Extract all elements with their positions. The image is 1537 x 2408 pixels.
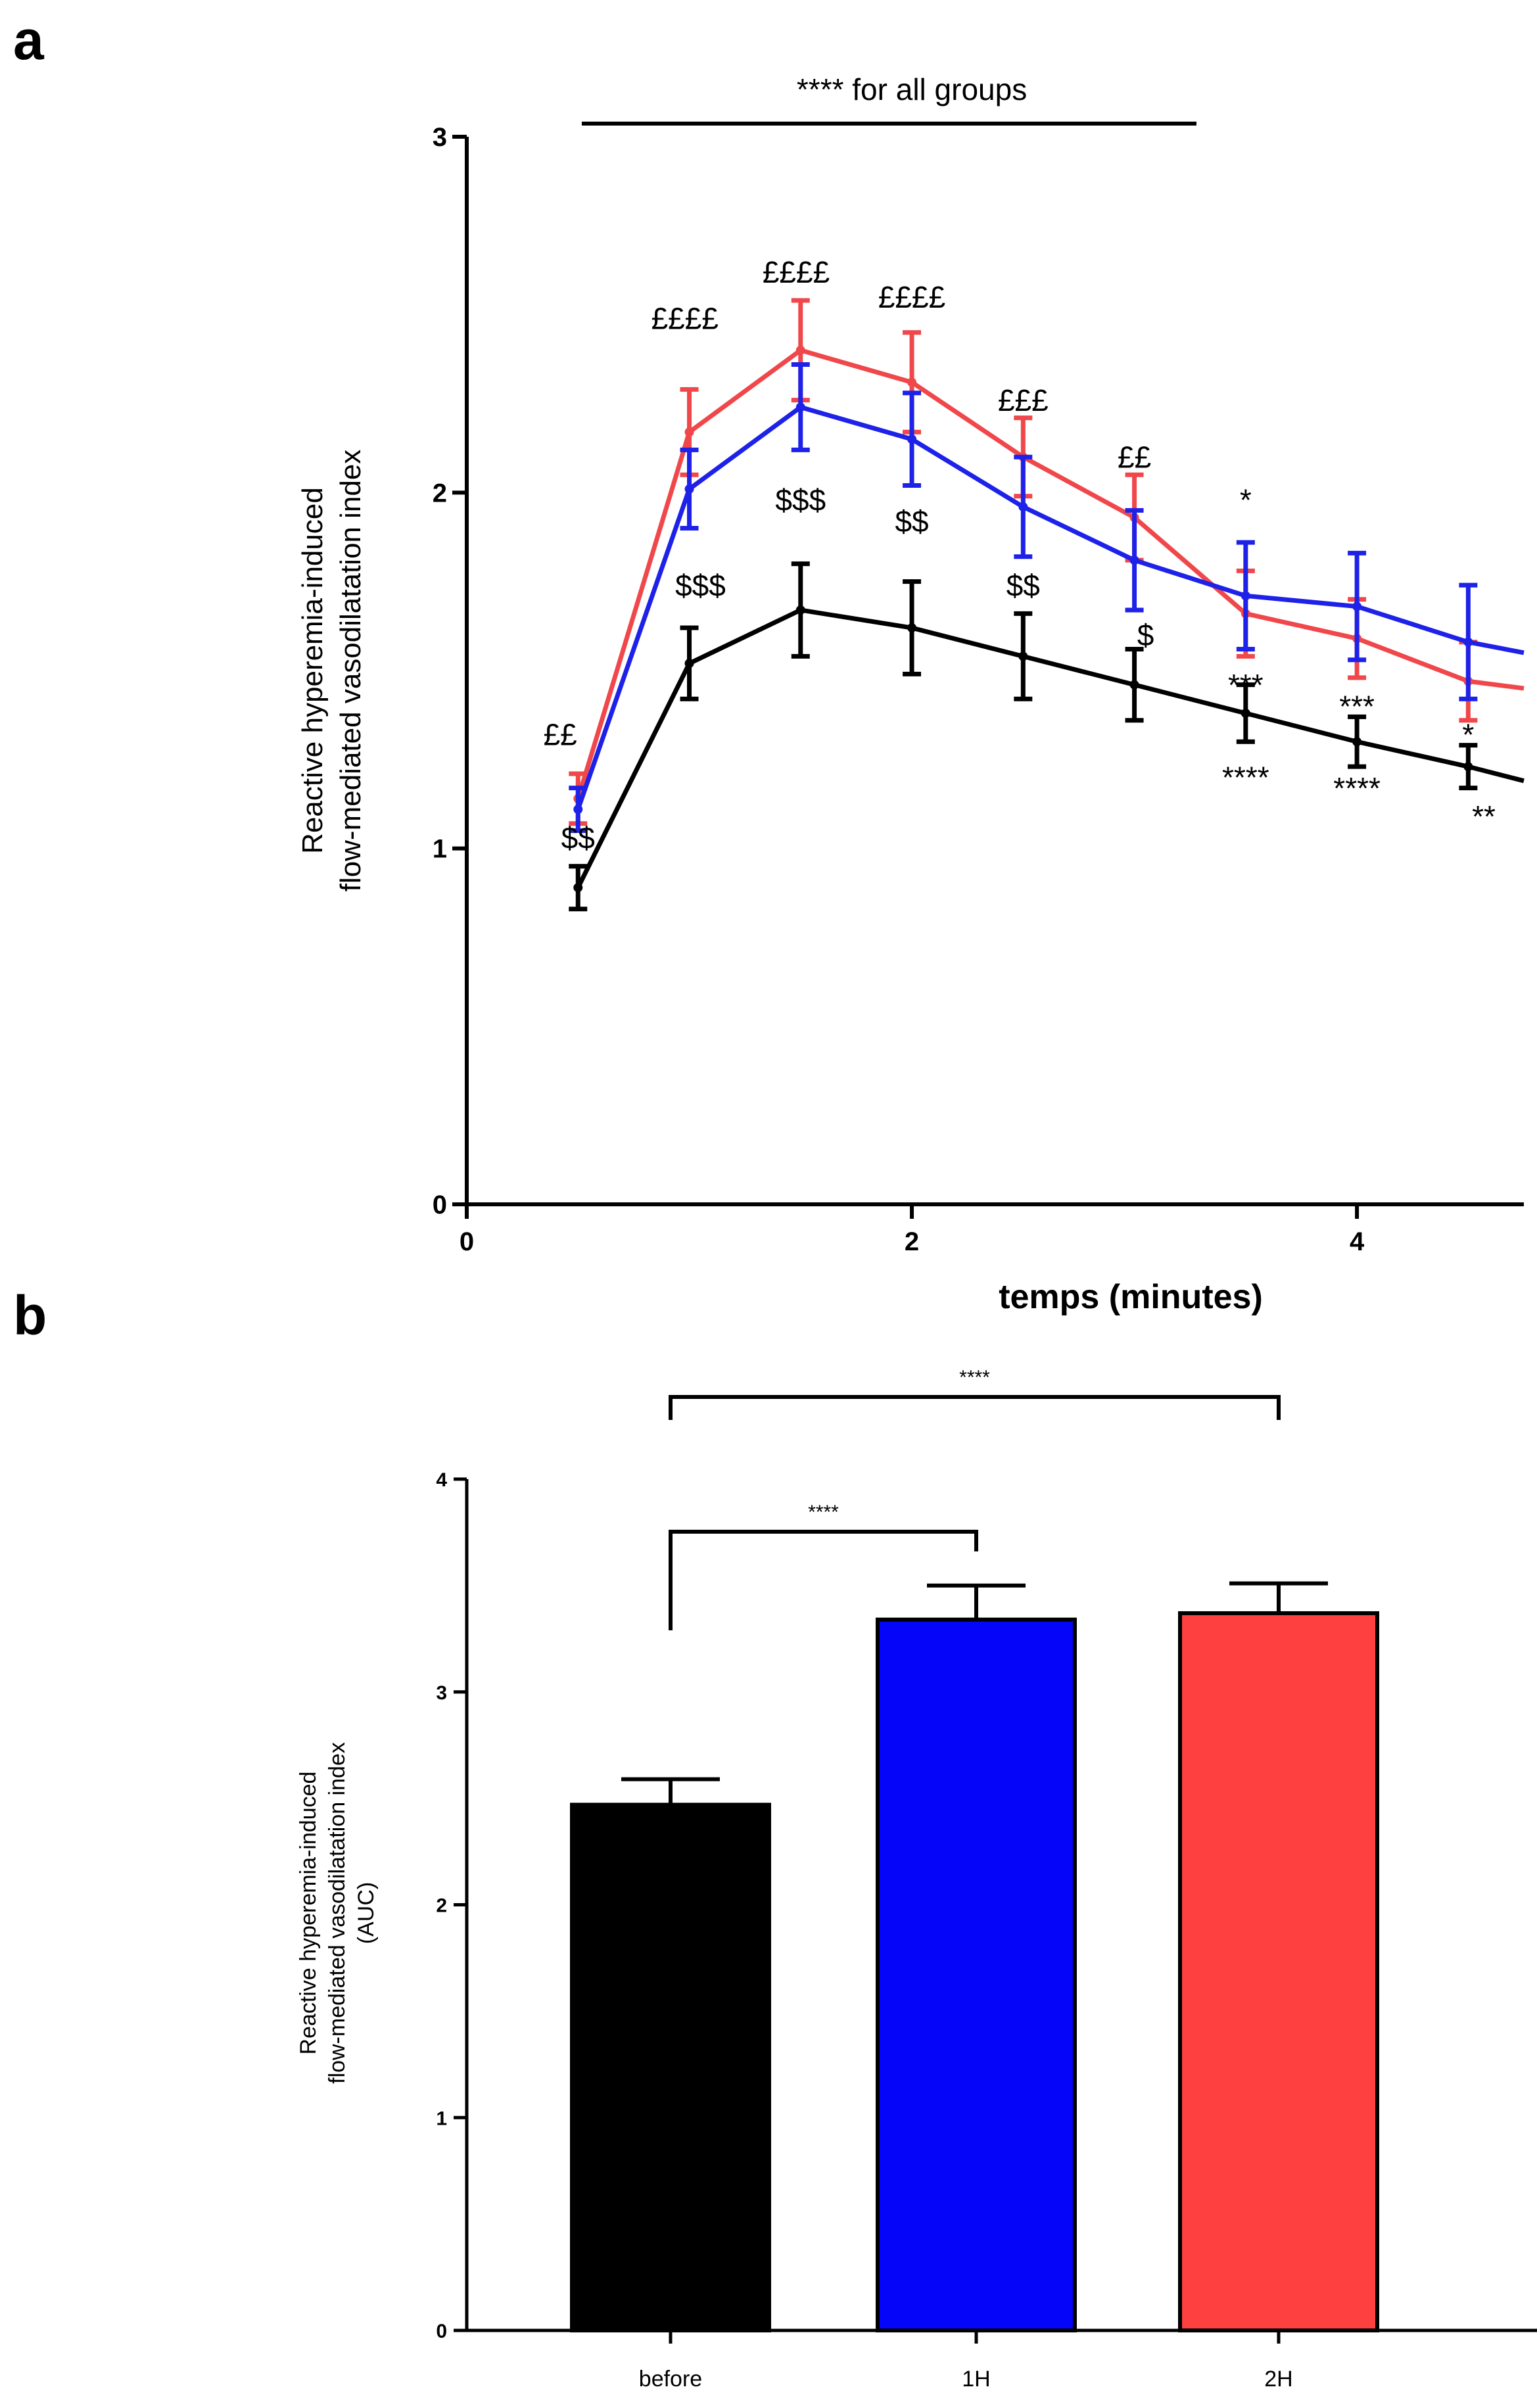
y-axis-title-line: Reactive hyperemia-induced — [296, 487, 329, 854]
y-tick-label: 2 — [433, 479, 447, 508]
annotation-label: ££££ — [878, 280, 945, 314]
significance-label: **** — [959, 1367, 990, 1388]
data-point — [1018, 651, 1028, 661]
y-tick-label: 2 — [436, 1895, 447, 1917]
y-tick-label: 4 — [436, 1469, 447, 1491]
data-point — [1463, 637, 1473, 647]
y-axis-title-line: flow-mediated vasodilatation index — [335, 450, 367, 892]
y-tick-label: 3 — [436, 1682, 447, 1704]
data-point — [907, 435, 917, 444]
data-point — [1241, 591, 1250, 601]
series-line-1 — [575, 348, 1525, 799]
data-point — [795, 345, 805, 355]
panel-label-a: a — [13, 9, 45, 71]
y-tick-label: 1 — [433, 835, 447, 864]
annotation-label: ££££ — [651, 301, 719, 335]
x-tick-label: 4 — [1350, 1227, 1365, 1256]
significance-label: **** — [808, 1501, 839, 1523]
line-chart-a: 0 1 2 3 0 2 4 temps (minutes) Reactive hyperemia… — [296, 72, 1525, 1316]
x-tick-label: 0 — [460, 1227, 474, 1256]
data-point — [684, 484, 694, 494]
y-axis-title: Reactive hyperemia-induced flow-mediated … — [296, 1742, 379, 2084]
data-point — [1018, 502, 1028, 511]
significance-label: **** for all groups — [797, 72, 1027, 106]
y-axis-title-line: Reactive hyperemia-induced — [296, 1772, 321, 2055]
annotation-label: $$ — [1006, 568, 1040, 602]
data-point — [1241, 708, 1250, 718]
plot-area — [569, 298, 1525, 912]
data-point — [1352, 602, 1362, 611]
y-tick-label: 0 — [436, 2321, 447, 2342]
annotation-label: $$ — [895, 504, 928, 538]
data-point — [1463, 762, 1473, 772]
annotation-label: $$ — [561, 821, 595, 855]
bar-chart-b: 0 1 2 3 4 Reactive hyperemia-induced flow-medi… — [296, 1367, 1537, 2392]
category-label: 2H — [1264, 2367, 1292, 2392]
annotation-label: ££ — [1118, 440, 1151, 474]
annotation-label: * — [1240, 483, 1252, 517]
annotation-label: ££ — [544, 718, 577, 752]
annotation-label: £££ — [998, 383, 1049, 417]
y-tick-label: 3 — [433, 123, 447, 152]
significance-bracket — [669, 1530, 978, 1630]
data-point — [795, 605, 805, 615]
data-point — [1129, 680, 1139, 690]
annotation-label: $ — [1137, 618, 1154, 652]
data-point — [907, 623, 917, 633]
bar-2H — [1178, 1611, 1379, 2332]
annotation-label: $$$ — [675, 568, 726, 602]
annotation-label: **** — [1333, 771, 1381, 805]
annotation-label: ££££ — [763, 255, 830, 289]
annotation-label: *** — [1339, 689, 1375, 723]
y-tick-label: 1 — [436, 2108, 447, 2129]
x-tick-label: 2 — [905, 1227, 919, 1256]
significance-bracket — [669, 1395, 1281, 1420]
x-axis-title: temps (minutes) — [999, 1278, 1263, 1316]
panel-label-b: b — [13, 1285, 47, 1346]
series-line-2 — [575, 404, 1525, 811]
y-axis-title-line: (AUC) — [354, 1882, 379, 1944]
y-tick-label: 0 — [433, 1191, 447, 1219]
data-point — [684, 427, 694, 437]
category-label: before — [639, 2367, 702, 2392]
annotation-label: *** — [1228, 668, 1264, 702]
data-point — [573, 805, 583, 814]
y-axis-title-line: flow-mediated vasodilatation index — [325, 1742, 350, 2084]
data-point — [1352, 737, 1362, 747]
bar-1H — [876, 1617, 1077, 2332]
y-axis-title: Reactive hyperemia-induced flow-mediated … — [296, 450, 367, 892]
category-label: 1H — [962, 2367, 990, 2392]
annotation-label: **** — [1222, 761, 1269, 795]
data-point — [907, 377, 917, 387]
annotation-label: ** — [1472, 799, 1496, 834]
annotation-label: $$$ — [775, 483, 826, 517]
data-point — [1129, 555, 1139, 565]
annotation-label: * — [1462, 718, 1474, 752]
data-point — [573, 883, 583, 893]
series-line-0 — [576, 607, 1525, 889]
bar-before — [570, 1803, 771, 2332]
data-point — [795, 402, 805, 412]
data-point — [684, 659, 694, 669]
